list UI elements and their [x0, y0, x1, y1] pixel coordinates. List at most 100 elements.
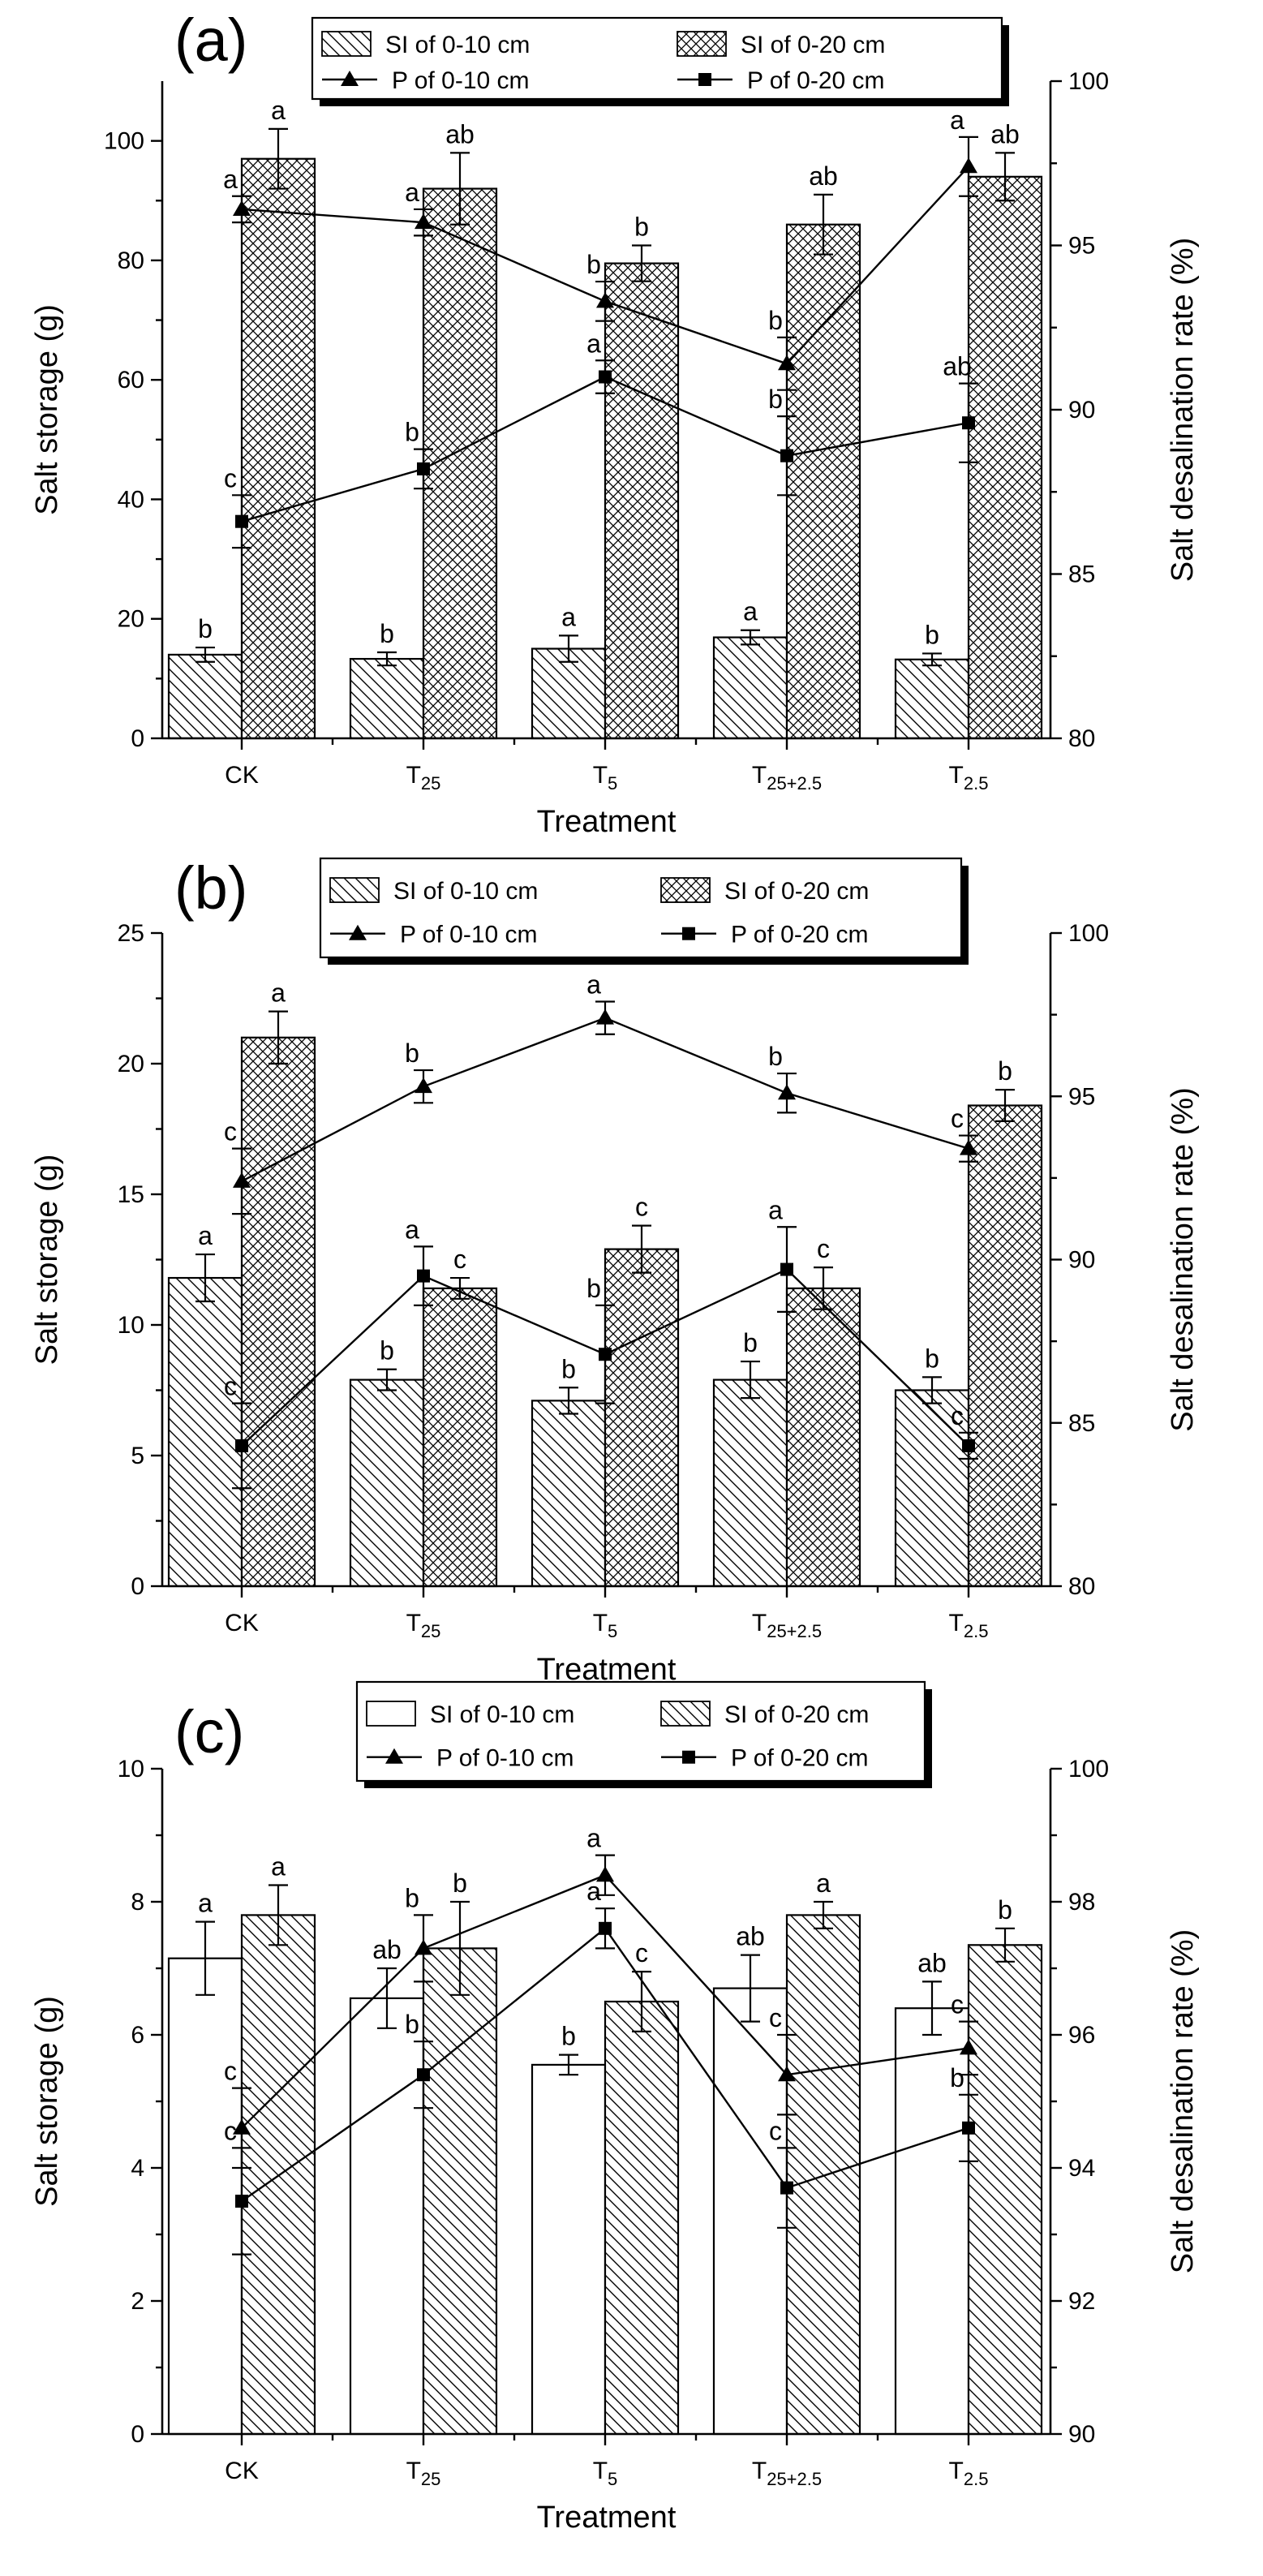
x-tick-label-subscript: 5 [608, 773, 617, 793]
x-tick-label-main: T [752, 762, 767, 789]
data-point [233, 1172, 251, 1188]
point-significance-label: b [768, 385, 783, 414]
y2-tick-label: 96 [1068, 2022, 1095, 2049]
x-tick-label-main: T [406, 762, 421, 789]
legend-label: SI of 0-20 cm [741, 32, 885, 58]
y2-tick-label: 90 [1068, 397, 1095, 424]
bar-error-bar [268, 1884, 288, 1946]
y-tick-label: 0 [131, 725, 144, 752]
bar-error-bar [559, 1387, 578, 1415]
x-tick-label-main: T [752, 2458, 767, 2484]
bar-significance-label: b [925, 1344, 939, 1373]
point-significance-label: b [405, 2010, 419, 2039]
x-axis-title: Treatment [537, 2501, 677, 2535]
y2-tick-label: 95 [1068, 233, 1095, 260]
bar-error-bar [377, 651, 397, 667]
point-significance-label: c [224, 2116, 237, 2145]
y-tick-label: 60 [118, 367, 144, 393]
bar-error-bar [195, 646, 215, 663]
panel-label: (c) [174, 1698, 244, 1765]
x-tick-label: T5 [593, 2458, 618, 2489]
x-tick-label-subscript: 2.5 [964, 2469, 989, 2489]
bar-significance-label: a [271, 978, 286, 1008]
bar [785, 223, 861, 740]
point-significance-label: b [950, 2063, 964, 2092]
x-tick-label: T25 [406, 1610, 441, 1641]
x-tick-label-main: CK [225, 762, 259, 789]
series-line [241, 1017, 969, 1182]
point-significance-label: a [405, 178, 419, 207]
y2-tick-label: 92 [1068, 2288, 1095, 2315]
bar [712, 636, 788, 740]
y2-tick-label: 85 [1068, 1410, 1095, 1437]
data-point [599, 1348, 612, 1361]
x-tick-label: T5 [593, 762, 618, 793]
bar-significance-label: b [561, 2022, 576, 2051]
point-significance-label: b [405, 1039, 419, 1068]
y2-axis-title: Salt desalination rate (%) [1166, 238, 1200, 583]
bar [349, 1997, 425, 2436]
x-tick-label: T5 [593, 1610, 618, 1641]
bar-significance-label: a [743, 597, 758, 626]
x-tick-label-subscript: 2.5 [964, 773, 989, 793]
bar [167, 653, 243, 740]
bar [349, 1378, 425, 1588]
data-point [233, 2118, 251, 2135]
y-tick-label: 20 [118, 606, 144, 633]
bar-error-bar [995, 152, 1015, 202]
bar-error-bar [814, 193, 833, 256]
x-tick-label-main: T [593, 1610, 608, 1636]
data-point [780, 1262, 793, 1276]
bar [240, 1036, 316, 1588]
legend-marker [341, 71, 359, 86]
point-significance-label: b [405, 1883, 419, 1912]
point-significance-label: a [768, 1195, 783, 1224]
bar-error-bar [922, 1980, 942, 2036]
bar [712, 1987, 788, 2436]
y-axis-title: Salt storage (g) [30, 304, 64, 515]
legend-box [355, 1680, 926, 1783]
point-significance-label: b [768, 306, 783, 335]
data-point [596, 292, 614, 308]
bar-significance-label: a [816, 1869, 831, 1898]
x-tick-label: T25 [406, 2458, 441, 2489]
bar-error-bar [995, 1927, 1015, 1963]
y-tick-label: 40 [118, 486, 144, 513]
bar-significance-label: a [198, 1221, 213, 1250]
y-tick-label: 6 [131, 2022, 144, 2049]
x-tick-label-main: CK [225, 1610, 259, 1636]
bar-significance-label: b [743, 1328, 758, 1357]
data-point [962, 1439, 975, 1452]
y2-tick-label: 95 [1068, 1083, 1095, 1110]
point-significance-label: c [951, 1990, 964, 2019]
point-significance-label: c [769, 2116, 782, 2145]
bar-significance-label: c [635, 1938, 648, 1967]
y-axis-title: Salt storage (g) [30, 1996, 64, 2207]
point-significance-label: a [223, 165, 238, 194]
x-tick-label-subscript: 25+2.5 [767, 773, 822, 793]
x-tick-label: CK [225, 2458, 259, 2484]
legend-swatch [660, 877, 711, 903]
legend-swatch [321, 31, 372, 57]
y2-tick-label: 80 [1068, 725, 1095, 752]
bar [167, 1957, 243, 2436]
bar-error-bar [741, 1360, 760, 1400]
point-significance-label: a [586, 970, 601, 1000]
data-point [778, 1084, 796, 1100]
x-tick-label-subscript: 25 [421, 773, 440, 793]
y2-tick-label: 90 [1068, 1247, 1095, 1274]
x-tick-label: CK [225, 1610, 259, 1636]
point-significance-label: c [769, 2003, 782, 2032]
bar-significance-label: a [271, 96, 286, 125]
bar-significance-label: a [198, 1889, 213, 1918]
data-point [778, 355, 796, 371]
bar-error-bar [814, 1266, 833, 1310]
data-point [778, 2066, 796, 2082]
bar-error-bar [741, 629, 760, 646]
point-significance-label: a [586, 1824, 601, 1853]
x-tick-label-main: T [949, 1610, 964, 1636]
data-point [235, 2195, 248, 2208]
